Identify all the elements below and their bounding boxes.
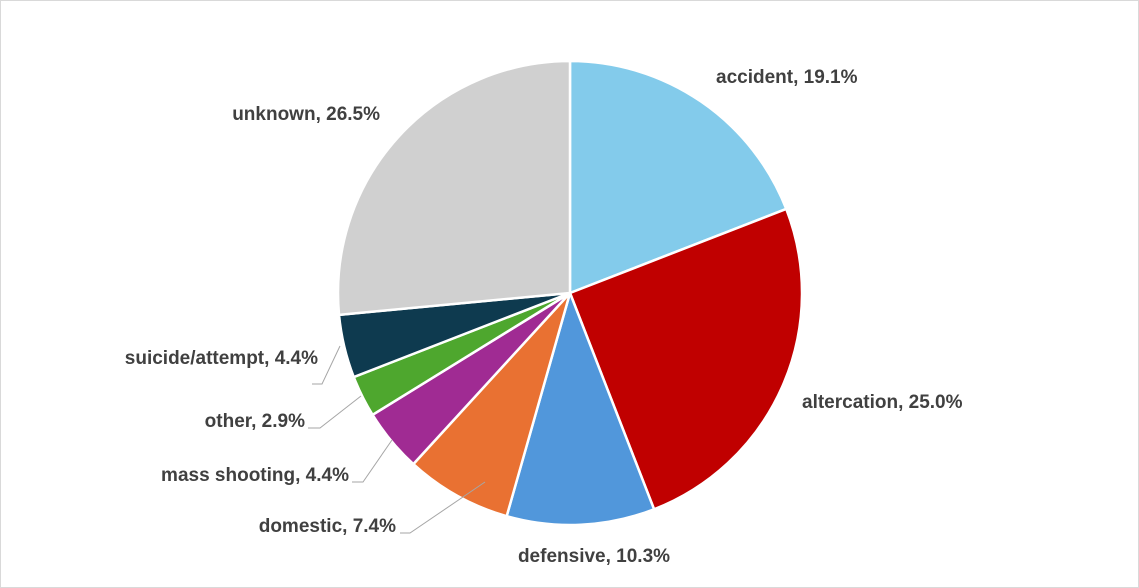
pie-slice-accident — [568, 59, 788, 295]
data-label-defensive: defensive, 10.3% — [518, 546, 670, 567]
data-label-domestic: domestic, 7.4% — [259, 516, 396, 537]
leader-line-domestic — [400, 481, 486, 534]
data-labels: accident, 19.1% altercation, 25.0% defensi… — [125, 67, 963, 567]
data-label-suicide-attempt: suicide/attempt, 4.4% — [125, 348, 318, 369]
data-label-unknown: unknown, 26.5% — [232, 104, 380, 125]
leader-line-other — [308, 395, 362, 429]
pie-slice-domestic — [412, 291, 572, 518]
pie-slices — [336, 59, 804, 527]
pie-slice-defensive — [505, 291, 656, 527]
leader-line-mass-shooting — [352, 439, 393, 483]
pie-slice-altercation — [568, 207, 804, 511]
data-label-other: other, 2.9% — [205, 411, 305, 432]
leader-line-suicide-attempt — [312, 345, 341, 385]
data-label-mass-shooting: mass shooting, 4.4% — [161, 465, 349, 486]
pie-slice-unknown — [336, 59, 572, 317]
data-label-altercation: altercation, 25.0% — [802, 392, 963, 413]
leader-lines — [308, 345, 486, 534]
data-label-accident: accident, 19.1% — [716, 67, 858, 88]
